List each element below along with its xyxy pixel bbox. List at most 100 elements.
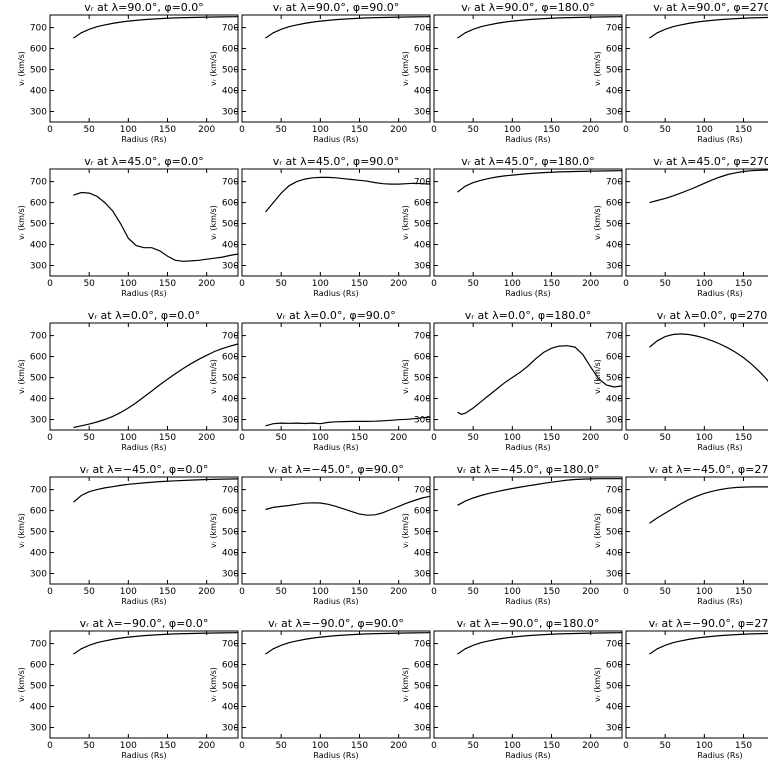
y-tick-label: 400 xyxy=(30,241,47,251)
x-tick-label: 50 xyxy=(659,433,671,443)
y-tick-label: 300 xyxy=(414,108,431,118)
plot-frame xyxy=(49,630,239,739)
x-tick-label: 0 xyxy=(623,433,629,443)
x-tick-label: 100 xyxy=(504,125,521,135)
y-axis-label: vᵣ (km/s) xyxy=(593,359,602,394)
x-tick-label: 100 xyxy=(312,279,329,289)
x-axis-label: Radius (Rs) xyxy=(697,443,742,452)
x-tick-label: 100 xyxy=(120,125,137,135)
plot-frame xyxy=(433,322,623,431)
y-tick-label: 700 xyxy=(414,332,431,342)
y-tick-label: 600 xyxy=(414,507,431,517)
chart-panel-3: vᵣ at λ=90.0°, φ=180.0° 0 50 100 150 200 300 40… xyxy=(401,1,623,144)
x-axis-label: Radius (Rs) xyxy=(697,597,742,606)
x-tick-label: 0 xyxy=(47,741,53,751)
x-tick-label: 100 xyxy=(504,433,521,443)
x-axis-label: Radius (Rs) xyxy=(505,751,550,760)
x-tick-label: 0 xyxy=(431,433,437,443)
y-tick-label: 700 xyxy=(30,24,47,34)
x-tick-label: 150 xyxy=(351,433,368,443)
y-tick-label: 500 xyxy=(606,66,623,76)
y-tick-label: 600 xyxy=(606,45,623,55)
y-tick-label: 600 xyxy=(414,45,431,55)
x-tick-label: 0 xyxy=(47,279,53,289)
y-tick-label: 300 xyxy=(222,416,239,426)
x-tick-label: 150 xyxy=(159,433,176,443)
y-axis-label: vᵣ (km/s) xyxy=(593,667,602,702)
y-tick-label: 300 xyxy=(414,416,431,426)
chart-panel-20: vᵣ at λ=−90.0°, φ=270.0°0501001502003004… xyxy=(593,617,768,760)
x-axis-label: Radius (Rs) xyxy=(313,289,358,298)
plot-frame xyxy=(49,322,239,431)
y-tick-label: 500 xyxy=(606,528,623,538)
y-tick-label: 700 xyxy=(414,640,431,650)
plot-frame xyxy=(433,14,623,123)
panel-title: vᵣ at λ=−45.0°, φ=180.0° xyxy=(457,463,600,476)
series-line xyxy=(265,495,431,516)
chart-panel-16: vᵣ at λ=−45.0°, φ=270.0°0501001502003004… xyxy=(593,463,768,606)
series-line xyxy=(73,16,239,39)
y-axis-label: vᵣ (km/s) xyxy=(401,359,410,394)
panel-title: vᵣ at λ=90.0°, φ=0.0° xyxy=(84,1,204,14)
y-axis-label: vᵣ (km/s) xyxy=(17,359,26,394)
y-tick-label: 600 xyxy=(30,661,47,671)
x-tick-label: 0 xyxy=(239,433,245,443)
series-line xyxy=(457,16,623,39)
x-tick-label: 50 xyxy=(83,125,95,135)
y-tick-label: 700 xyxy=(30,640,47,650)
x-tick-label: 50 xyxy=(659,587,671,597)
y-tick-label: 500 xyxy=(222,528,239,538)
panel-title: vᵣ at λ=−45.0°, φ=0.0° xyxy=(80,463,209,476)
panel-title: vᵣ at λ=0.0°, φ=270.0° xyxy=(657,309,768,322)
y-tick-label: 400 xyxy=(606,395,623,405)
x-tick-label: 150 xyxy=(351,279,368,289)
y-tick-label: 300 xyxy=(414,724,431,734)
y-axis-label: vᵣ (km/s) xyxy=(209,51,218,86)
x-tick-label: 0 xyxy=(47,433,53,443)
y-tick-label: 500 xyxy=(30,220,47,230)
x-tick-label: 100 xyxy=(120,279,137,289)
x-tick-label: 50 xyxy=(659,741,671,751)
panel-title: vᵣ at λ=−45.0°, φ=90.0° xyxy=(268,463,404,476)
x-tick-label: 200 xyxy=(582,433,599,443)
y-tick-label: 400 xyxy=(606,87,623,97)
panel-title: vᵣ at λ=90.0°, φ=180.0° xyxy=(461,1,595,14)
plot-frame xyxy=(433,476,623,585)
y-axis-label: vᵣ (km/s) xyxy=(401,51,410,86)
x-tick-label: 0 xyxy=(47,587,53,597)
x-tick-label: 0 xyxy=(623,125,629,135)
chart-panel-2: vᵣ at λ=90.0°, φ=90.0° 0 50 100 150 200 300 400… xyxy=(209,1,431,144)
x-tick-label: 150 xyxy=(735,741,752,751)
x-tick-label: 50 xyxy=(467,125,479,135)
y-axis-label: vᵣ (km/s) xyxy=(17,205,26,240)
x-axis-label: Radius (Rs) xyxy=(121,135,166,144)
y-tick-label: 700 xyxy=(414,178,431,188)
x-tick-label: 150 xyxy=(543,741,560,751)
x-tick-label: 150 xyxy=(543,433,560,443)
y-tick-label: 700 xyxy=(222,640,239,650)
panel-title: vᵣ at λ=−45.0°, φ=270.0° xyxy=(649,463,768,476)
x-tick-label: 200 xyxy=(390,433,407,443)
y-tick-label: 500 xyxy=(606,682,623,692)
y-tick-label: 700 xyxy=(30,332,47,342)
y-tick-label: 300 xyxy=(222,724,239,734)
x-axis-label: Radius (Rs) xyxy=(121,443,166,452)
x-tick-label: 50 xyxy=(83,279,95,289)
x-tick-label: 100 xyxy=(120,587,137,597)
y-tick-label: 600 xyxy=(222,661,239,671)
plot-frame xyxy=(49,168,239,277)
x-tick-label: 0 xyxy=(239,125,245,135)
x-axis-label: Radius (Rs) xyxy=(121,751,166,760)
chart-panel-10: vᵣ at λ=0.0°, φ=90.0° 0 50 100 150 200 300 400 5… xyxy=(209,309,431,452)
x-tick-label: 0 xyxy=(623,741,629,751)
x-tick-label: 150 xyxy=(735,433,752,443)
y-tick-label: 700 xyxy=(30,178,47,188)
y-tick-label: 700 xyxy=(30,486,47,496)
y-tick-label: 300 xyxy=(606,108,623,118)
x-tick-label: 150 xyxy=(735,587,752,597)
y-tick-label: 500 xyxy=(606,220,623,230)
plot-frame xyxy=(625,476,768,585)
series-line xyxy=(73,191,239,262)
x-tick-label: 200 xyxy=(198,433,215,443)
y-tick-label: 600 xyxy=(606,661,623,671)
